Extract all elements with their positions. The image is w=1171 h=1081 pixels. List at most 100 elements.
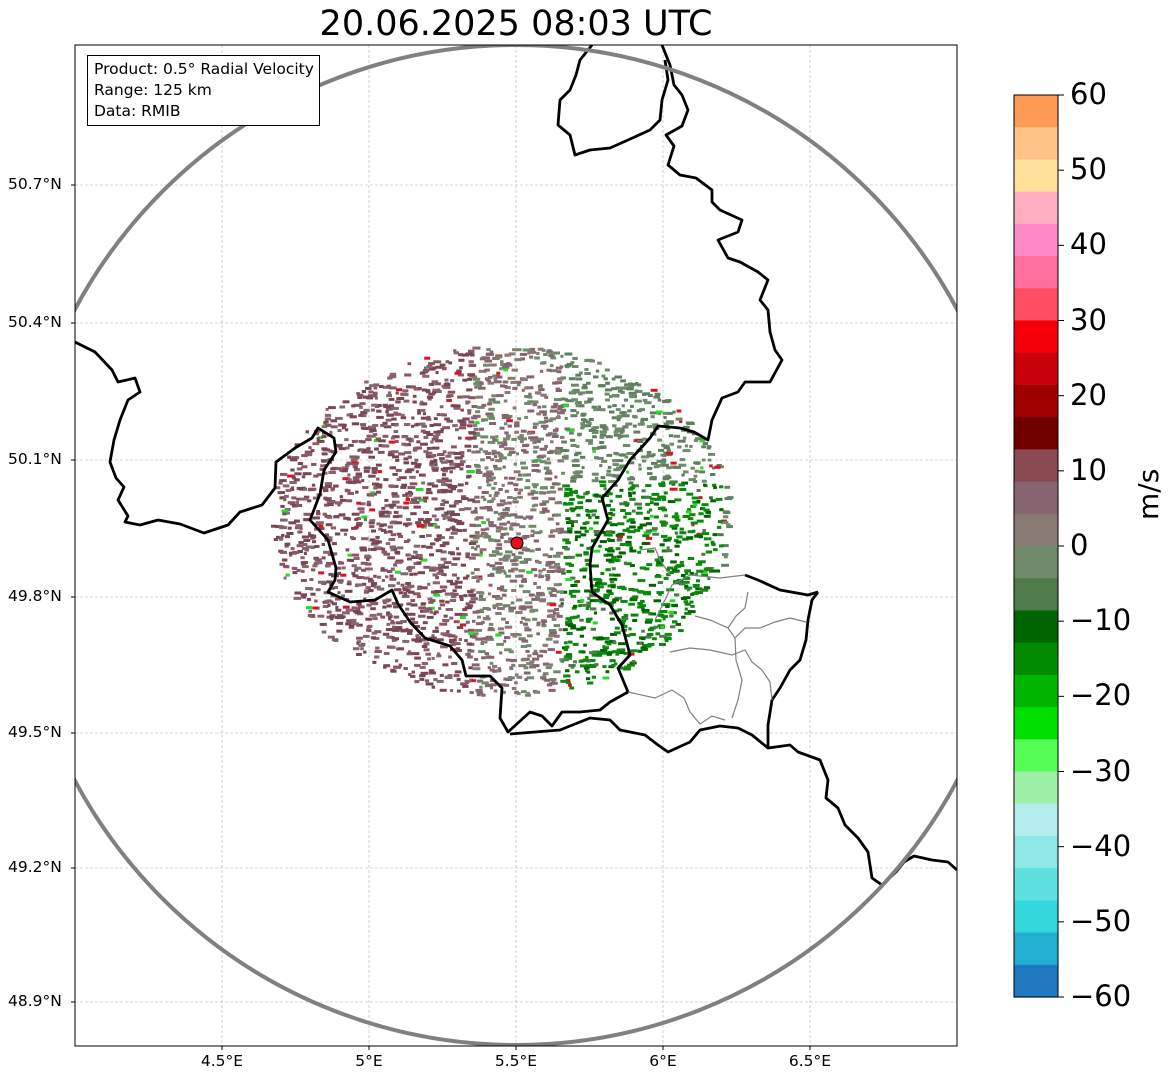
echo-cell — [457, 395, 463, 399]
echo-cell — [650, 497, 655, 501]
echo-cell — [517, 495, 523, 499]
echo-cell — [279, 496, 284, 500]
echo-cell — [644, 401, 652, 405]
echo-cell — [388, 386, 397, 390]
echo-cell — [639, 546, 643, 549]
echo-cell — [516, 532, 521, 536]
echo-cell — [429, 610, 434, 614]
echo-cell — [550, 529, 558, 533]
echo-cell — [369, 538, 376, 542]
echo-cell — [398, 591, 404, 595]
echo-cell — [473, 632, 479, 636]
echo-cell — [383, 405, 392, 409]
echo-cell — [404, 585, 412, 589]
echo-cell — [404, 443, 408, 447]
echo-cell — [417, 411, 421, 415]
echo-cell — [472, 424, 478, 427]
echo-cell — [342, 605, 350, 609]
echo-cell — [585, 655, 589, 659]
echo-cell — [333, 515, 340, 519]
echo-cell — [420, 602, 426, 606]
echo-cell — [548, 591, 553, 595]
echo-cell — [609, 523, 618, 527]
colorbar-tick-label: −50 — [1070, 903, 1132, 938]
echo-cell — [503, 437, 510, 441]
echo-cell — [496, 503, 502, 507]
echo-cell — [524, 415, 529, 419]
echo-cell — [471, 375, 478, 379]
echo-cell — [400, 416, 407, 420]
echo-cell — [463, 594, 468, 598]
echo-cell — [499, 499, 506, 503]
echo-cell — [312, 564, 318, 568]
echo-cell — [621, 414, 630, 418]
echo-cell — [647, 549, 655, 553]
echo-cell — [492, 604, 499, 608]
echo-cell — [638, 467, 642, 471]
echo-cell — [664, 632, 672, 636]
echo-cell — [549, 631, 558, 635]
echo-cell — [577, 501, 583, 505]
echo-cell — [666, 451, 674, 455]
echo-cell — [481, 521, 486, 524]
echo-cell — [429, 461, 434, 465]
echo-cell — [521, 639, 529, 643]
echo-cell — [501, 617, 506, 621]
echo-cell — [663, 538, 671, 542]
echo-cell — [682, 537, 689, 541]
echo-cell — [345, 622, 352, 626]
echo-cell — [435, 365, 441, 369]
echo-cell — [432, 391, 437, 395]
echo-cell — [710, 499, 717, 503]
echo-cell — [574, 453, 579, 457]
echo-cell — [521, 388, 525, 392]
echo-cell — [645, 644, 651, 648]
echo-cell — [456, 689, 461, 693]
echo-cell — [449, 582, 458, 586]
echo-cell — [505, 386, 511, 390]
echo-cell — [489, 668, 495, 672]
echo-cell — [472, 500, 481, 504]
echo-cell — [449, 466, 456, 470]
echo-cell — [376, 404, 382, 407]
echo-cell — [340, 594, 345, 598]
echo-cell — [351, 440, 356, 443]
echo-cell — [409, 482, 418, 486]
echo-cell — [599, 430, 608, 434]
echo-cell — [428, 600, 434, 604]
echo-cell — [442, 473, 447, 477]
echo-cell — [451, 595, 457, 599]
echo-cell — [617, 608, 622, 612]
echo-cell — [444, 417, 450, 421]
echo-cell — [445, 454, 452, 458]
echo-cell — [448, 655, 452, 659]
echo-cell — [351, 553, 360, 557]
echo-cell — [472, 431, 480, 435]
echo-cell — [367, 394, 375, 398]
echo-cell — [474, 421, 480, 425]
echo-cell — [704, 543, 709, 547]
echo-cell — [689, 513, 696, 517]
echo-cell — [289, 481, 297, 484]
echo-cell — [315, 561, 323, 565]
echo-cell — [410, 674, 416, 678]
echo-cell — [518, 574, 524, 578]
echo-cell — [495, 355, 503, 359]
echo-cell — [493, 510, 499, 514]
echo-cell — [330, 467, 336, 471]
colorbar-tick-label: 50 — [1070, 152, 1107, 187]
echo-cell — [498, 488, 503, 491]
echo-cell — [651, 461, 658, 465]
echo-cell — [340, 528, 349, 532]
echo-cell — [452, 424, 458, 428]
echo-cell — [592, 549, 601, 553]
echo-cell — [513, 462, 517, 466]
echo-cell — [456, 626, 464, 630]
echo-cell — [624, 512, 632, 516]
echo-cell — [303, 512, 311, 516]
echo-cell — [549, 547, 554, 551]
echo-cell — [565, 449, 570, 453]
echo-cell — [687, 557, 695, 560]
echo-cell — [558, 628, 563, 632]
echo-cell — [442, 663, 449, 667]
